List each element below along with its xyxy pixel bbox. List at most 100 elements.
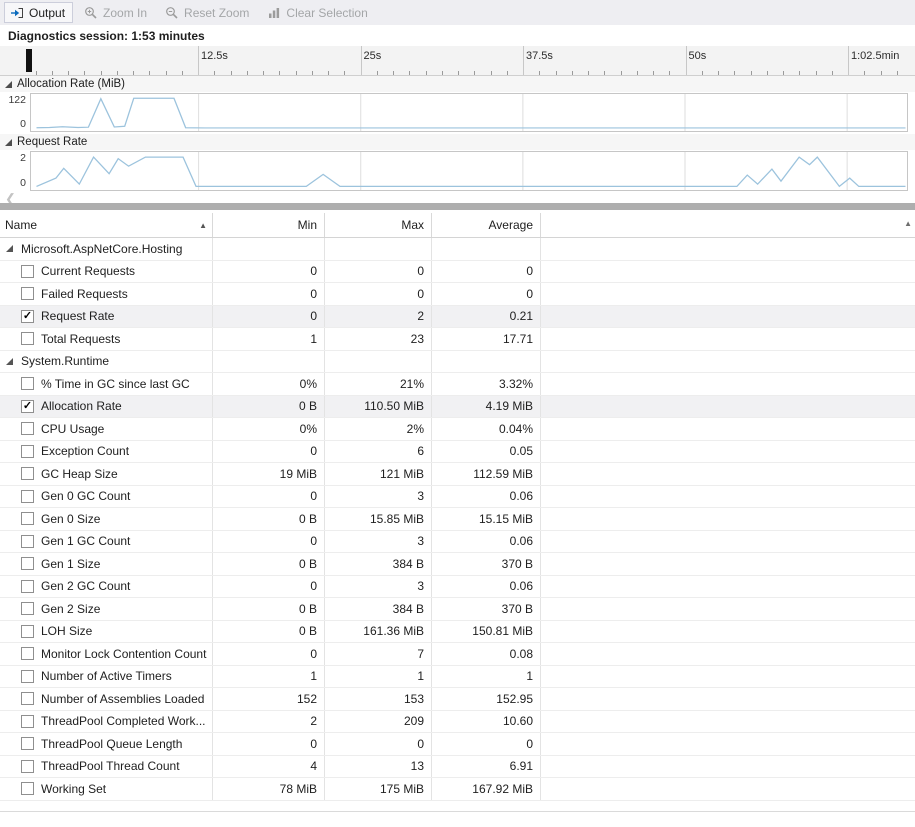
counter-row[interactable]: GC Heap Size 19 MiB 121 MiB 112.59 MiB	[0, 463, 915, 486]
counter-max: 3	[325, 485, 432, 507]
counter-checkbox[interactable]	[21, 512, 34, 526]
collapse-triangle-icon[interactable]	[6, 357, 13, 365]
ruler-tick	[295, 71, 297, 75]
reset-zoom-icon	[165, 6, 179, 20]
counter-row[interactable]: ✓ Request Rate 0 2 0.21	[0, 305, 915, 328]
counter-max: 175 MiB	[325, 778, 432, 800]
counter-row[interactable]: Gen 1 Size 0 B 384 B 370 B	[0, 553, 915, 576]
counter-checkbox[interactable]	[21, 579, 34, 593]
horizontal-scrollbar[interactable]	[0, 203, 915, 210]
collapse-triangle-icon[interactable]	[6, 245, 13, 253]
counter-group-row[interactable]: Microsoft.AspNetCore.Hosting	[0, 238, 915, 261]
section-title: Allocation Rate (MiB)	[17, 78, 126, 90]
counter-checkbox[interactable]	[21, 264, 34, 278]
counter-checkbox[interactable]	[21, 782, 34, 796]
counter-checkbox[interactable]	[21, 287, 34, 301]
counter-row[interactable]: Working Set 78 MiB 175 MiB 167.92 MiB	[0, 778, 915, 801]
counter-checkbox[interactable]	[21, 377, 34, 391]
counter-row[interactable]: Number of Active Timers 1 1 1	[0, 665, 915, 688]
counter-row[interactable]: CPU Usage 0% 2% 0.04%	[0, 418, 915, 441]
counter-max: 161.36 MiB	[325, 620, 432, 642]
counter-checkbox[interactable]	[21, 444, 34, 458]
ruler-tick	[653, 71, 654, 75]
clear-selection-button[interactable]: Clear Selection	[262, 2, 374, 23]
column-header-average[interactable]: Average	[432, 213, 541, 237]
ruler-tick	[474, 71, 476, 75]
timeline-ruler[interactable]: 12.5s 25s 37.5s 50s 1:02.5min	[0, 46, 915, 76]
counter-row[interactable]: ThreadPool Completed Work... 2 209 10.60	[0, 710, 915, 733]
counter-min: 0 B	[213, 553, 325, 575]
counter-average: 152.95	[432, 688, 541, 710]
request-rate-chart[interactable]: 2 0	[0, 150, 915, 193]
counter-checkbox[interactable]	[21, 534, 34, 548]
counter-row[interactable]: ThreadPool Queue Length 0 0 0	[0, 733, 915, 756]
request-rate-section-header[interactable]: Request Rate	[0, 134, 915, 150]
counter-row[interactable]: Gen 0 GC Count 0 3 0.06	[0, 485, 915, 508]
scrollbar-up-icon[interactable]: ▲	[904, 219, 912, 228]
counter-checkbox[interactable]	[21, 489, 34, 503]
ruler-tick	[783, 71, 784, 75]
column-header-min[interactable]: Min	[213, 213, 325, 237]
allocation-rate-chart[interactable]: 122 0	[0, 92, 915, 134]
ruler-tick	[718, 71, 719, 75]
counter-checkbox[interactable]	[21, 759, 34, 773]
counter-checkbox[interactable]: ✓	[21, 399, 34, 413]
counter-min: 0	[213, 485, 325, 507]
counter-checkbox[interactable]	[21, 602, 34, 616]
counter-row[interactable]: Failed Requests 0 0 0	[0, 283, 915, 306]
ruler-tick	[831, 71, 833, 75]
counter-row[interactable]: % Time in GC since last GC 0% 21% 3.32%	[0, 373, 915, 396]
zoom-in-button[interactable]: Zoom In	[79, 2, 154, 23]
scroll-left-icon[interactable]: ❮	[5, 191, 16, 206]
counter-max: 153	[325, 688, 432, 710]
ruler-tick	[35, 71, 37, 75]
counter-row[interactable]: LOH Size 0 B 161.36 MiB 150.81 MiB	[0, 620, 915, 643]
counter-average: 370 B	[432, 598, 541, 620]
selection-handle[interactable]	[26, 49, 32, 72]
output-button[interactable]: Output	[4, 2, 74, 23]
counter-row[interactable]: Total Requests 1 23 17.71	[0, 328, 915, 351]
counter-row[interactable]: Gen 1 GC Count 0 3 0.06	[0, 530, 915, 553]
counter-checkbox[interactable]	[21, 557, 34, 571]
counter-checkbox[interactable]	[21, 624, 34, 638]
reset-zoom-button[interactable]: Reset Zoom	[160, 2, 256, 23]
chart-plot-area[interactable]	[30, 151, 908, 191]
counter-min: 0	[213, 643, 325, 665]
counter-checkbox[interactable]	[21, 714, 34, 728]
chart-plot-area[interactable]	[30, 93, 908, 132]
counter-row[interactable]: ✓ Allocation Rate 0 B 110.50 MiB 4.19 MiB	[0, 395, 915, 418]
counter-checkbox[interactable]	[21, 467, 34, 481]
counter-row[interactable]: Gen 2 GC Count 0 3 0.06	[0, 575, 915, 598]
counter-checkbox[interactable]	[21, 332, 34, 346]
ruler-label: 37.5s	[526, 50, 553, 62]
bottom-divider	[0, 810, 915, 812]
collapse-triangle-icon[interactable]	[5, 80, 12, 88]
counter-max: 121 MiB	[325, 463, 432, 485]
counter-checkbox[interactable]	[21, 737, 34, 751]
horizontal-scrollbar-thumb[interactable]	[0, 203, 915, 210]
counter-checkbox[interactable]	[21, 422, 34, 436]
allocation-rate-section-header[interactable]: Allocation Rate (MiB)	[0, 76, 915, 92]
counter-row[interactable]: Monitor Lock Contention Count 0 7 0.08	[0, 643, 915, 666]
ruler-tick	[880, 71, 882, 75]
output-icon	[10, 6, 24, 20]
counter-checkbox[interactable]: ✓	[21, 309, 34, 323]
counter-row[interactable]: Exception Count 0 6 0.05	[0, 440, 915, 463]
collapse-triangle-icon[interactable]	[5, 138, 12, 146]
ruler-label: 50s	[688, 50, 707, 62]
counter-checkbox[interactable]	[21, 647, 34, 661]
counter-row[interactable]: Current Requests 0 0 0	[0, 260, 915, 283]
counter-row[interactable]: Gen 0 Size 0 B 15.85 MiB 15.15 MiB	[0, 508, 915, 531]
counter-row[interactable]: Number of Assemblies Loaded 152 153 152.95	[0, 688, 915, 711]
counter-checkbox[interactable]	[21, 692, 34, 706]
counter-row[interactable]: Gen 2 Size 0 B 384 B 370 B	[0, 598, 915, 621]
column-header-max[interactable]: Max	[325, 213, 432, 237]
ruler-label: 12.5s	[201, 50, 228, 62]
grid-header: Name ▲ Min Max Average ▲	[0, 213, 915, 238]
counter-row[interactable]: ThreadPool Thread Count 4 13 6.91	[0, 755, 915, 778]
counter-group-row[interactable]: System.Runtime	[0, 350, 915, 373]
counter-average: 0.21	[432, 305, 541, 327]
counter-max: 1	[325, 665, 432, 687]
column-header-name[interactable]: Name ▲	[0, 213, 213, 237]
counter-checkbox[interactable]	[21, 669, 34, 683]
